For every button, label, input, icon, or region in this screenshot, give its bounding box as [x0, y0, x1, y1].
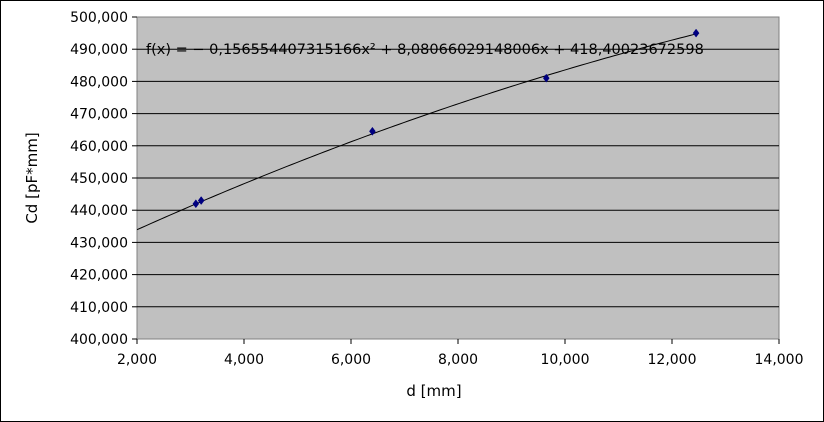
y-axis-title: Cd [pF*mm] [23, 132, 41, 223]
data-point [192, 199, 200, 209]
x-tick-label: 14,000 [755, 352, 804, 368]
data-point [369, 126, 376, 136]
trendline-equation: f(x) = − 0,156554407315166x² + 8,0806602… [146, 42, 704, 58]
gridlines [137, 48, 779, 308]
y-tick-label: 450,000 [70, 171, 128, 187]
y-tick-label: 460,000 [70, 139, 128, 155]
y-tick-label: 480,000 [70, 74, 128, 90]
x-tick-label: 10,000 [541, 352, 590, 368]
y-tick-label: 490,000 [70, 42, 128, 58]
y-tick-label: 500,000 [70, 10, 128, 26]
data-point [692, 28, 700, 38]
x-tick-label: 6,000 [331, 352, 371, 368]
data-points [192, 28, 700, 209]
y-tick-label: 430,000 [70, 235, 128, 251]
y-tick-label: 420,000 [70, 268, 128, 284]
x-tick-label: 2,000 [117, 352, 157, 368]
trendline [136, 32, 699, 231]
x-axis-title: d [mm] [406, 382, 461, 400]
x-tick-label: 8,000 [438, 352, 478, 368]
data-point [197, 196, 205, 205]
y-tick-label: 400,000 [70, 332, 128, 348]
y-tick-label: 470,000 [70, 107, 128, 123]
x-tick-label: 12,000 [648, 352, 697, 368]
y-axis-ticks: 400,000 410,000 420,000 430,000 440,000 450,0… [70, 10, 137, 348]
x-axis-ticks: 2,000 4,000 6,000 8,000 10,000 12,000 14,000 [117, 339, 804, 368]
x-tick-label: 4,000 [224, 352, 264, 368]
data-point [542, 73, 550, 83]
y-tick-label: 410,000 [70, 300, 128, 316]
y-tick-label: 440,000 [70, 203, 128, 219]
